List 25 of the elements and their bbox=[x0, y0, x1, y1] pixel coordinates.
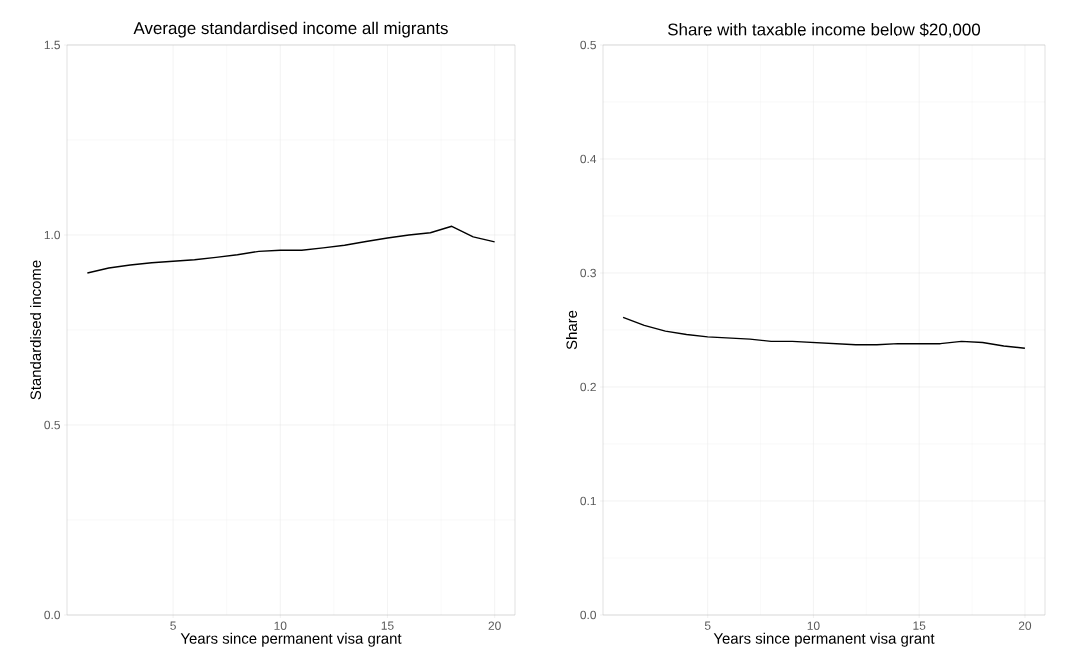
x-tick-label: 15 bbox=[381, 621, 394, 630]
y-tick-label: 1.5 bbox=[44, 40, 60, 50]
x-axis-title: Years since permanent visa grant bbox=[713, 632, 935, 647]
line-series bbox=[86, 225, 496, 274]
y-tick-label: 0.1 bbox=[580, 496, 596, 506]
y-tick-label: 0.4 bbox=[580, 154, 597, 164]
x-tick-label: 20 bbox=[488, 621, 501, 630]
y-tick-label: 0.5 bbox=[580, 40, 596, 50]
y-tick-label: 0.5 bbox=[44, 420, 60, 430]
y-tick-label: 1.0 bbox=[44, 230, 61, 240]
x-axis-title: Years since permanent visa grant bbox=[180, 632, 402, 647]
y-axis-title: Share bbox=[566, 310, 578, 350]
x-tick-label: 10 bbox=[807, 621, 820, 630]
chart-title: Share with taxable income below $20,000 bbox=[668, 22, 981, 38]
x-tick-label: 5 bbox=[704, 621, 711, 630]
y-tick-label: 0.3 bbox=[580, 268, 596, 278]
x-tick-label: 15 bbox=[913, 621, 926, 630]
chart-title: Average standardised income all migrants bbox=[133, 21, 448, 38]
x-tick-label: 20 bbox=[1018, 621, 1032, 630]
y-tick-label: 0.0 bbox=[44, 610, 61, 620]
y-tick-label: 0.2 bbox=[580, 382, 596, 392]
y-tick-label: 0.0 bbox=[580, 610, 597, 620]
x-tick-label: 10 bbox=[274, 621, 287, 630]
y-axis-title: Standardised income bbox=[30, 260, 42, 400]
x-tick-label: 5 bbox=[170, 621, 176, 630]
